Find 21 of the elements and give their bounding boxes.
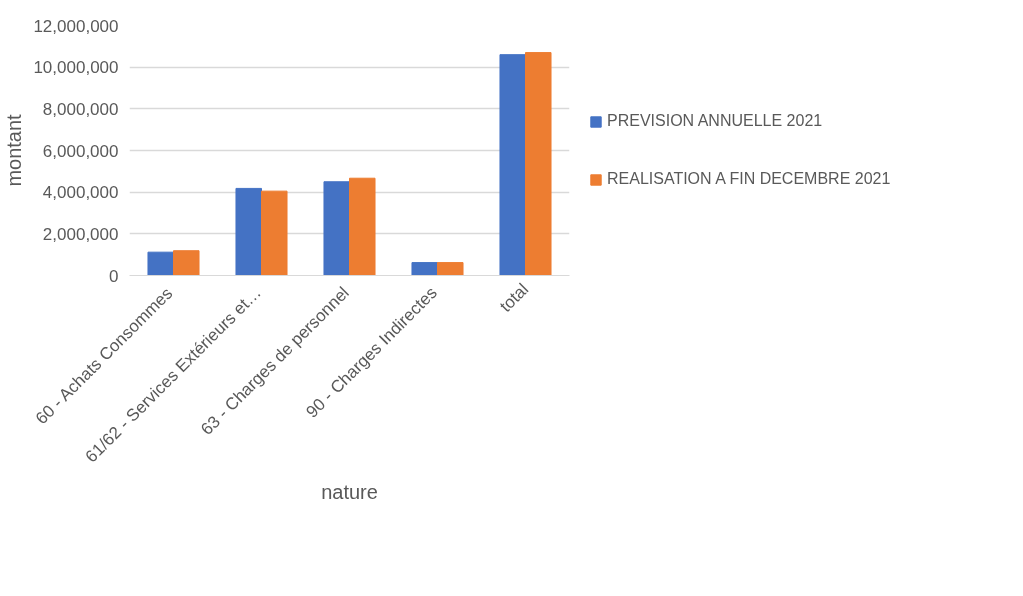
bar <box>235 187 262 276</box>
bar <box>173 250 200 276</box>
bar <box>147 251 174 276</box>
bar <box>411 262 438 276</box>
x-axis-title: nature <box>321 480 378 503</box>
y-tick-label: 2,000,000 <box>42 224 119 244</box>
y-tick-label: 10,000,000 <box>33 58 119 78</box>
bar <box>349 177 376 276</box>
y-tick-label: 8,000,000 <box>42 99 119 119</box>
bar <box>499 54 526 276</box>
legend-label: PREVISION ANNUELLE 2021 <box>607 112 823 130</box>
y-tick-label: 6,000,000 <box>42 141 119 161</box>
y-axis-title: montant <box>3 113 26 187</box>
y-tick-label: 12,000,000 <box>33 16 119 36</box>
bar <box>261 190 288 276</box>
y-tick-label: 0 <box>109 266 119 286</box>
bar <box>525 52 552 276</box>
bar <box>323 181 350 276</box>
y-tick-label: 4,000,000 <box>42 183 119 203</box>
bar <box>437 262 464 276</box>
legend-label: REALISATION A FIN DECEMBRE 2021 <box>607 170 891 188</box>
